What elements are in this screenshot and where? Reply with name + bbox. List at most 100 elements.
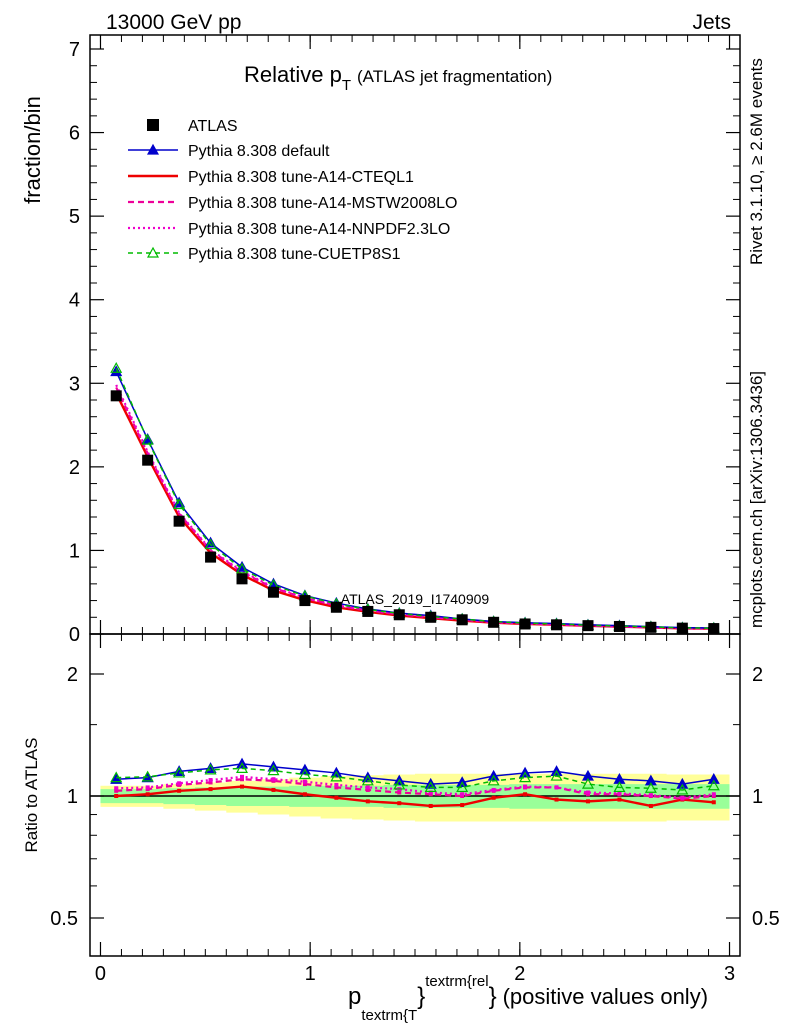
series-marker bbox=[110, 362, 123, 373]
atlas-point bbox=[676, 622, 688, 634]
ratio-series-marker bbox=[204, 763, 217, 775]
ratio-series-marker bbox=[424, 781, 437, 793]
legend-label: Pythia 8.308 tune-A14-NNPDF2.3LO bbox=[188, 221, 450, 238]
main-ytick-label: 7 bbox=[69, 39, 80, 61]
atlas-point bbox=[173, 515, 185, 527]
ratio-ytick-label-left: 1 bbox=[67, 786, 78, 808]
ratio-series-point bbox=[145, 785, 150, 790]
ratio-series-point bbox=[177, 788, 182, 793]
x-axis-label-brace2: } bbox=[489, 983, 497, 1010]
ratio-series-point bbox=[460, 803, 465, 808]
ratio-ytick-label-right: 0.5 bbox=[752, 908, 780, 930]
ratio-series-point bbox=[491, 787, 496, 792]
ratio-series-point bbox=[523, 792, 528, 797]
atlas-point bbox=[330, 601, 342, 613]
ratio-series-marker bbox=[676, 777, 689, 789]
x-ticks: 0 1 2 3 bbox=[95, 35, 735, 985]
legend-marker bbox=[146, 246, 160, 258]
ratio-series-line bbox=[116, 767, 714, 791]
atlas-point bbox=[110, 390, 122, 402]
main-title-sub: T bbox=[342, 77, 351, 94]
ratio-series-marker bbox=[676, 783, 689, 795]
ratio-series-point bbox=[397, 790, 402, 795]
ratio-series-point bbox=[617, 791, 622, 796]
ratio-series-point bbox=[208, 780, 213, 785]
ratio-series-point bbox=[208, 778, 213, 783]
ratio-series-marker bbox=[487, 774, 500, 786]
main-panel: 0 1 2 3 4 5 6 7 fraction/bin Relative pT (ATLAS … bbox=[20, 34, 741, 646]
ratio-series-marker bbox=[550, 769, 563, 781]
main-ytick-label: 5 bbox=[69, 206, 80, 228]
ratio-series-point bbox=[711, 800, 716, 805]
series-marker bbox=[110, 365, 123, 377]
ratio-series-marker bbox=[298, 768, 311, 780]
atlas-point bbox=[142, 454, 154, 466]
ratio-series-point bbox=[302, 782, 307, 787]
ratio-series-point bbox=[397, 801, 402, 806]
ratio-series-point bbox=[177, 781, 182, 786]
ratio-series-point bbox=[240, 784, 245, 789]
ratio-series-point bbox=[365, 787, 370, 792]
ratio-ytick-label-left: 0.5 bbox=[50, 908, 78, 930]
series-line bbox=[115, 367, 714, 629]
legend-label: Pythia 8.308 tune-CUETP8S1 bbox=[188, 246, 401, 263]
ratio-series-point bbox=[523, 784, 528, 789]
x-tick-label: 0 bbox=[95, 963, 106, 985]
x-axis-label-note: (positive values only) bbox=[503, 984, 708, 1009]
atlas-point bbox=[488, 616, 500, 628]
atlas-point bbox=[205, 551, 217, 563]
atlas-point bbox=[613, 620, 625, 632]
series-marker bbox=[141, 433, 154, 445]
atlas-point bbox=[582, 620, 594, 632]
main-ylabel: fraction/bin bbox=[20, 96, 45, 204]
x-axis-label-sub: textrm{T bbox=[361, 1007, 417, 1024]
ratio-series-point bbox=[648, 793, 653, 798]
mcplots-label: mcplots.cern.ch [arXiv:1306.3436] bbox=[747, 371, 766, 628]
ratio-series-point bbox=[428, 803, 433, 808]
x-tick-label: 1 bbox=[305, 963, 316, 985]
x-axis-label-brace: } bbox=[417, 983, 425, 1010]
ratio-series-point bbox=[491, 795, 496, 800]
main-ytick-label: 0 bbox=[69, 624, 80, 646]
x-axis-label-main: p bbox=[348, 983, 361, 1010]
ratio-series-point bbox=[585, 799, 590, 804]
ratio-series-point bbox=[240, 777, 245, 782]
main-ytick-label: 2 bbox=[69, 457, 80, 479]
atlas-point bbox=[456, 614, 468, 626]
ratio-series-marker bbox=[519, 771, 532, 783]
ratio-series-point bbox=[114, 788, 119, 793]
ratio-ytick-label-right: 2 bbox=[752, 664, 763, 686]
energy-label: 13000 GeV pp bbox=[106, 11, 241, 34]
ratio-series-point bbox=[428, 790, 433, 795]
atlas-point bbox=[645, 621, 657, 633]
legend-marker bbox=[146, 143, 160, 155]
atlas-point bbox=[708, 623, 720, 635]
atlas-point bbox=[425, 611, 437, 623]
ratio-series-marker bbox=[267, 764, 280, 776]
ratio-series-point bbox=[271, 787, 276, 792]
legend: ATLAS Pythia 8.308 default Pythia 8.308 tu… bbox=[128, 118, 457, 263]
ratio-series-marker bbox=[393, 778, 406, 790]
atlas-point bbox=[551, 619, 563, 631]
series-marker bbox=[235, 562, 249, 574]
series-marker bbox=[204, 538, 217, 550]
ratio-series-point bbox=[680, 795, 685, 800]
ratio-series-point bbox=[617, 797, 622, 802]
atlas-point bbox=[362, 605, 374, 617]
ratio-ytick-label-right: 1 bbox=[752, 786, 763, 808]
legend-marker-atlas bbox=[147, 119, 159, 131]
ratio-series-point bbox=[145, 792, 150, 797]
ratio-ylabel: Ratio to ATLAS bbox=[22, 738, 41, 853]
ratio-series-point bbox=[302, 779, 307, 784]
main-ytick-label: 6 bbox=[69, 123, 80, 145]
ratio-series-point bbox=[365, 799, 370, 804]
main-title-note: (ATLAS jet fragmentation) bbox=[357, 67, 552, 86]
ratio-series-point bbox=[302, 792, 307, 797]
main-y-ticks: 0 1 2 3 4 5 6 7 bbox=[69, 39, 740, 646]
ratio-series-point bbox=[208, 787, 213, 792]
x-axis-label: ptextrm{T}textrm{rel} (positive values on… bbox=[348, 973, 708, 1024]
atlas-point bbox=[393, 609, 405, 621]
ratio-series-marker bbox=[173, 766, 186, 778]
ratio-series-point bbox=[585, 790, 590, 795]
